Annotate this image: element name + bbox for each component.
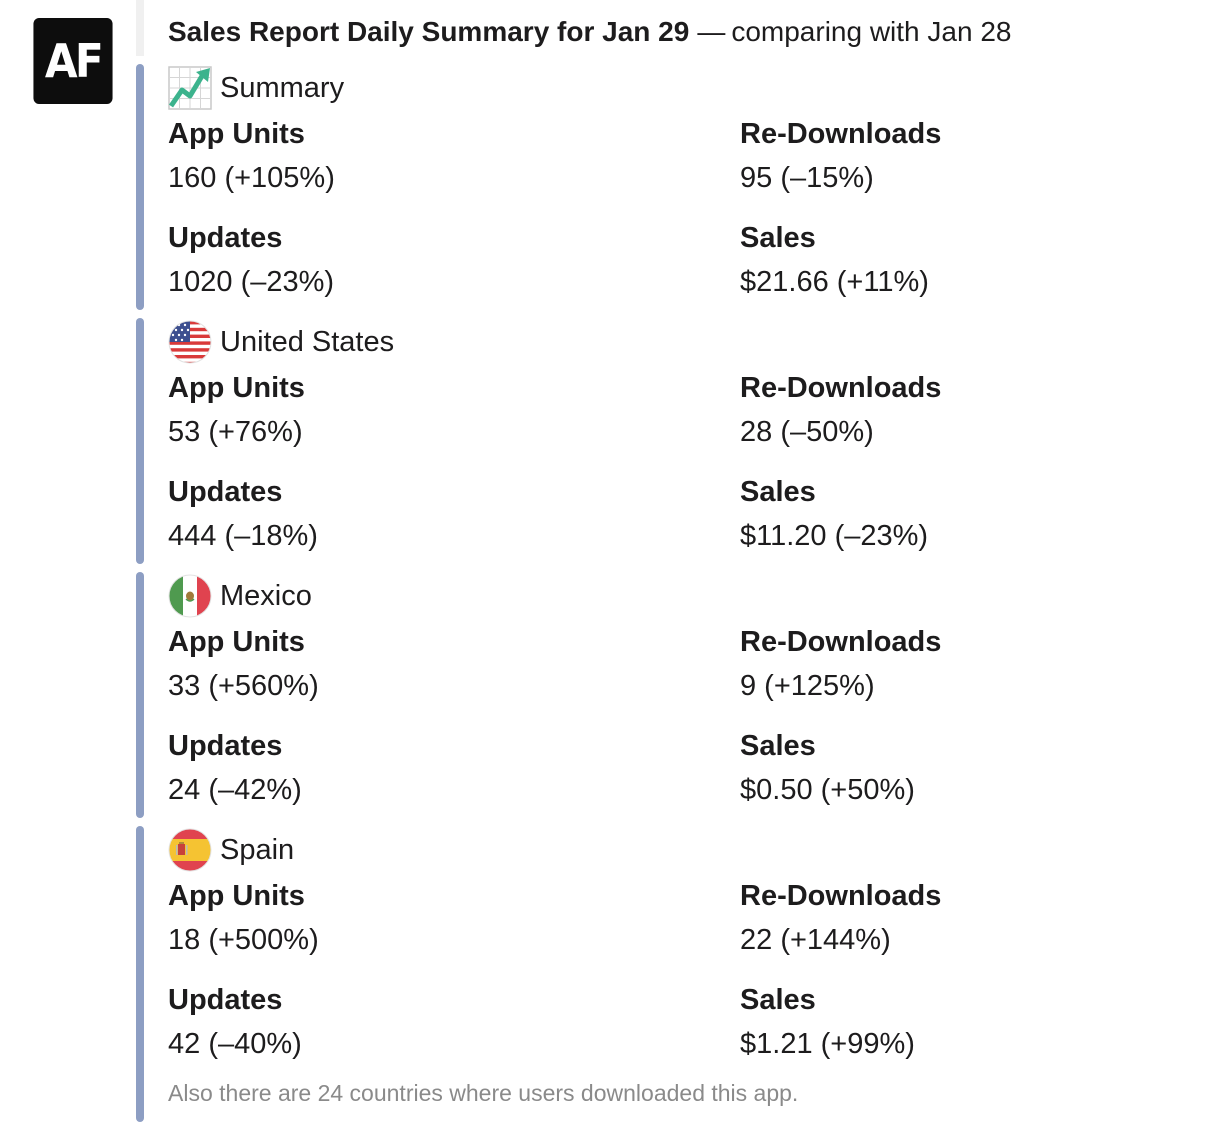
section-header: Spain: [168, 828, 294, 872]
section-title: Spain: [220, 833, 295, 866]
metric-label: Updates: [168, 476, 283, 508]
metric-label: Updates: [168, 984, 283, 1016]
metric-value: 24 (–42%): [168, 774, 302, 806]
section-header: Mexico: [168, 574, 312, 618]
redownloads-metric: Re-Downloads 95 (–15%): [740, 114, 1220, 198]
metric-label: Updates: [168, 222, 283, 254]
metric-value: $11.20 (–23%): [740, 520, 929, 552]
metric-value: 95 (–15%): [740, 162, 874, 194]
metric-value: 22 (+144%): [740, 924, 891, 956]
metric-label: Re-Downloads: [740, 372, 942, 404]
us-flag-icon: [168, 320, 212, 364]
section-header: Summary: [168, 66, 344, 110]
app-units-metric: App Units 160 (+105%): [168, 114, 688, 198]
updates-metric: Updates 1020 (–23%): [168, 218, 688, 302]
section-title: Summary: [220, 71, 345, 104]
metric-label: App Units: [168, 118, 305, 150]
updates-metric: Updates 24 (–42%): [168, 726, 688, 810]
sales-metric: Sales $21.66 (+11%): [740, 218, 1220, 302]
metric-label: Sales: [740, 984, 816, 1016]
updates-metric: Updates 444 (–18%): [168, 472, 688, 556]
chart-increasing-icon: [168, 66, 212, 110]
metric-value: 33 (+560%): [168, 670, 319, 702]
avatar-text: AF: [44, 34, 104, 88]
title-separator: —: [697, 16, 726, 47]
metric-value: 1020 (–23%): [168, 266, 335, 298]
metric-label: Sales: [740, 476, 816, 508]
metric-label: App Units: [168, 880, 305, 912]
metric-value: $21.66 (+11%): [740, 266, 929, 298]
updates-metric: Updates 42 (–40%): [168, 980, 688, 1064]
metric-label: Re-Downloads: [740, 118, 942, 150]
metric-value: $0.50 (+50%): [740, 774, 915, 806]
sales-metric: Sales $1.21 (+99%): [740, 980, 1220, 1064]
metric-value: 18 (+500%): [168, 924, 319, 956]
report-title: Sales Report Daily Summary for Jan 29: [168, 16, 690, 47]
app-units-metric: App Units 53 (+76%): [168, 368, 688, 452]
mexico-flag-icon: [168, 574, 212, 618]
sales-metric: Sales $11.20 (–23%): [740, 472, 1220, 556]
comparison-text: comparing with Jan 28: [731, 16, 1012, 47]
metric-label: Sales: [740, 222, 816, 254]
spain-flag-icon: [168, 828, 212, 872]
app-units-metric: App Units 18 (+500%): [168, 876, 688, 960]
metric-label: Sales: [740, 730, 816, 762]
attachment-bar: [136, 64, 144, 310]
metric-value: 42 (–40%): [168, 1028, 302, 1060]
message-header: Sales Report Daily Summary for Jan 29— co…: [168, 12, 1011, 52]
metric-label: Updates: [168, 730, 283, 762]
metric-value: 53 (+76%): [168, 416, 303, 448]
section-title: United States: [220, 325, 395, 358]
redownloads-metric: Re-Downloads 22 (+144%): [740, 876, 1220, 960]
redownloads-metric: Re-Downloads 28 (–50%): [740, 368, 1220, 452]
app-avatar[interactable]: AF: [33, 18, 113, 104]
mexico-section: Mexico App Units 33 (+560%) Re-Downloads…: [136, 572, 1196, 818]
metric-value: 28 (–50%): [740, 416, 874, 448]
metric-value: $1.21 (+99%): [740, 1028, 915, 1060]
summary-section: Summary App Units 160 (+105%) Re-Downloa…: [136, 64, 1196, 310]
attachment-bar: [136, 826, 144, 1122]
metric-value: 9 (+125%): [740, 670, 875, 702]
app-units-metric: App Units 33 (+560%): [168, 622, 688, 706]
metric-label: App Units: [168, 372, 305, 404]
footer-note: Also there are 24 countries where users …: [168, 1080, 799, 1106]
attachment-bar: [136, 318, 144, 564]
metric-label: Re-Downloads: [740, 626, 942, 658]
metric-value: 160 (+105%): [168, 162, 335, 194]
redownloads-metric: Re-Downloads 9 (+125%): [740, 622, 1220, 706]
metric-label: App Units: [168, 626, 305, 658]
attachment-bar: [136, 572, 144, 818]
section-header: United States: [168, 320, 394, 364]
united-states-section: United States App Units 53 (+76%) Re-Dow…: [136, 318, 1196, 564]
sales-metric: Sales $0.50 (+50%): [740, 726, 1220, 810]
spain-section: Spain App Units 18 (+500%) Re-Downloads …: [136, 826, 1196, 1122]
metric-value: 444 (–18%): [168, 520, 318, 552]
section-title: Mexico: [220, 579, 312, 612]
message-top-bar: [136, 0, 144, 56]
metric-label: Re-Downloads: [740, 880, 942, 912]
